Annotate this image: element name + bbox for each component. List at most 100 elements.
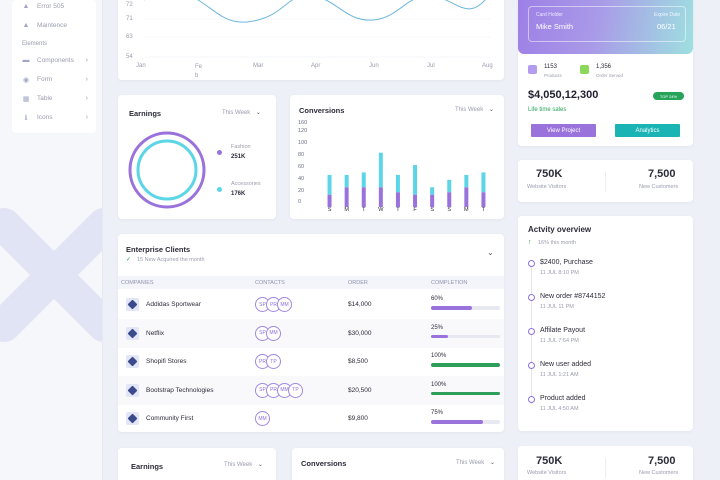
- bar-series-2[interactable]: [413, 165, 418, 195]
- contact-avatar[interactable]: MM: [255, 411, 270, 426]
- y-tick-label: 20: [298, 188, 304, 194]
- conversions-title: Conversions: [299, 106, 345, 115]
- bar-series-1[interactable]: [327, 194, 332, 207]
- bar-series-1[interactable]: [361, 187, 366, 207]
- x-tick-label: Apr: [311, 63, 321, 69]
- x-tick-label: S: [430, 207, 434, 213]
- sales-card: Card Holder Mike Smith Expire Date 06/21…: [518, 0, 693, 146]
- period-label: This Week: [224, 462, 253, 468]
- period-select[interactable]: This Week ⌄: [222, 109, 261, 116]
- earnings-card: Earnings This Week ⌄ Fashion 251K Access…: [118, 95, 276, 219]
- bar-series-1[interactable]: [395, 192, 400, 207]
- sidebar-item-error-505[interactable]: ▲ Error 505: [12, 0, 96, 16]
- conversions-title: Conversions: [301, 459, 347, 468]
- period-select[interactable]: This Week ⌄: [224, 461, 263, 468]
- bar-series-1[interactable]: [447, 192, 452, 207]
- period-select[interactable]: This Week ⌄: [455, 106, 494, 113]
- card-holder-label: Card Holder: [536, 12, 563, 18]
- y-tick-label: 60: [298, 164, 304, 170]
- completion-bar: [431, 306, 500, 310]
- completion-percent: 60%: [431, 296, 444, 302]
- period-select[interactable]: This Week ⌄: [456, 459, 495, 466]
- column-header: CONTACTS: [255, 280, 285, 286]
- chevron-down-icon: ⌄: [255, 110, 261, 116]
- contact-avatar[interactable]: TP: [288, 382, 303, 398]
- chevron-right-icon: ›: [85, 76, 88, 83]
- column-header: ORDER: [348, 280, 368, 286]
- donut-chart: [128, 131, 206, 209]
- bar-series-1[interactable]: [481, 192, 486, 207]
- bar-series-1[interactable]: [378, 187, 383, 207]
- table-row[interactable]: Community First MM $9,800 75%: [118, 404, 504, 432]
- bar-series-1[interactable]: [430, 194, 435, 207]
- card-expiry-label: Expire Date: [654, 12, 681, 18]
- y-tick-label: 0: [298, 199, 301, 205]
- x-tick-label: W: [378, 207, 384, 213]
- bar-series-2[interactable]: [344, 174, 349, 188]
- bar-series-2[interactable]: [447, 179, 452, 193]
- components-icon: ▬: [22, 57, 30, 64]
- period-label: This Week: [455, 107, 484, 113]
- bar-series-2[interactable]: [430, 187, 435, 195]
- contact-avatar[interactable]: MM: [266, 325, 281, 341]
- analytics-button[interactable]: Analytics: [615, 124, 680, 137]
- bar-series-2[interactable]: [378, 152, 383, 188]
- bar-series-1[interactable]: [344, 187, 349, 207]
- activity-item-time: 11 JUL 8:10 PM: [540, 270, 579, 276]
- activity-item-title: New order #8744152: [540, 293, 606, 300]
- table-row[interactable]: Bootstrap Technologies SP PR MM TP $20,500 100…: [118, 375, 504, 405]
- legend-value-accessories: 176K: [231, 191, 246, 197]
- new-customers-value: 7,500: [648, 168, 676, 180]
- products-count: 1153: [544, 64, 557, 70]
- bar-series-2[interactable]: [395, 174, 400, 193]
- form-icon: ◉: [22, 76, 30, 84]
- completion-bar-fill: [431, 420, 483, 424]
- bar-series-2[interactable]: [464, 174, 469, 188]
- bar-series-2[interactable]: [361, 172, 366, 188]
- bar-series-2[interactable]: [327, 174, 332, 195]
- enterprise-subtitle: 15 New Acquired the month: [137, 257, 205, 263]
- sidebar-item-icons[interactable]: ℹ Icons ›: [12, 108, 96, 127]
- contact-avatar[interactable]: TP: [266, 354, 281, 369]
- x-tick-label: S: [447, 207, 451, 213]
- bar-series-1[interactable]: [413, 194, 418, 207]
- contact-avatar[interactable]: MM: [277, 297, 292, 312]
- sidebar-item-table[interactable]: ▦ Table ›: [12, 89, 96, 108]
- credit-card[interactable]: Card Holder Mike Smith Expire Date 06/21: [518, 0, 693, 54]
- y-tick-label: 120: [298, 128, 307, 134]
- table-row[interactable]: Netflix SP MM $30,000 25%: [118, 318, 504, 348]
- table-row[interactable]: Addidas Sportwear SP PR MM $14,000 60%: [118, 290, 504, 319]
- sidebar-item-form[interactable]: ◉ Form ›: [12, 70, 96, 89]
- table-row[interactable]: Shopifi Stores PR TP $8,500 100%: [118, 347, 504, 376]
- completion-percent: 100%: [431, 381, 447, 388]
- table-header: COMPANIES CONTACTS ORDER COMPLETION: [118, 276, 504, 289]
- line-chart-card: 72 71 63 54 Jan Fe b Mar Apr Jun Jul Aug: [118, 0, 504, 80]
- collapse-toggle-icon[interactable]: ⌄: [487, 248, 494, 257]
- chevron-right-icon: ›: [85, 114, 88, 121]
- timeline-dot: [528, 396, 535, 403]
- completion-percent: 75%: [431, 410, 444, 416]
- bar-series-2[interactable]: [481, 172, 486, 193]
- products-icon: [528, 65, 537, 74]
- conversions-card: Conversions This Week ⌄ 0 20 40 60 80 100 120 1…: [290, 95, 504, 219]
- check-icon: ✓: [126, 257, 132, 263]
- timeline-dot: [528, 362, 535, 369]
- completion-bar-fill: [431, 391, 500, 395]
- timeline-dot: [528, 294, 535, 301]
- sidebar-item-label: Table: [37, 95, 53, 102]
- sales-subtitle: Life time sales: [528, 107, 567, 113]
- table-icon: ▦: [22, 95, 30, 103]
- sidebar: ▲ Error 505 ▲ Maintence Elements ▬ Compo…: [0, 0, 103, 480]
- sidebar-section-label: Elements: [22, 41, 48, 47]
- y-tick-label: 72: [126, 2, 133, 8]
- sidebar-item-maintence[interactable]: ▲ Maintence: [12, 16, 96, 35]
- sidebar-item-components[interactable]: ▬ Components ›: [12, 51, 96, 70]
- company-name: Netflix: [146, 329, 165, 337]
- bar-series-1[interactable]: [464, 187, 469, 207]
- new-customers-label: New Customers: [639, 470, 679, 476]
- view-project-button[interactable]: View Project: [531, 124, 596, 137]
- new-customers-value: 7,500: [648, 455, 676, 467]
- conversions-bar-chart: 0 20 40 60 80 100 120 160 S M T W T F S S M T: [298, 120, 486, 213]
- activity-subtitle: 16% this month: [538, 240, 576, 246]
- website-visitors-label: Website Visitors: [527, 184, 567, 190]
